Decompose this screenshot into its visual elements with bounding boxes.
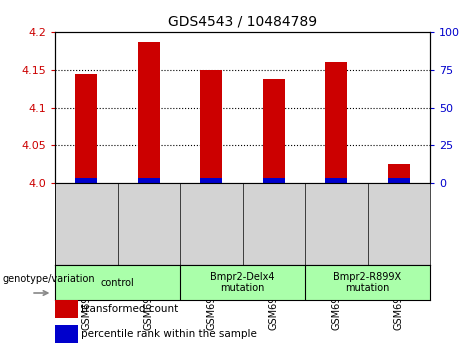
Text: control: control — [100, 278, 134, 287]
Bar — [325, 178, 347, 183]
Bar — [263, 178, 285, 183]
Title: GDS4543 / 10484789: GDS4543 / 10484789 — [168, 14, 317, 28]
Bar — [55, 325, 77, 343]
Text: Bmpr2-Delx4
mutation: Bmpr2-Delx4 mutation — [210, 272, 275, 293]
Bar — [388, 164, 410, 183]
Text: percentile rank within the sample: percentile rank within the sample — [81, 329, 257, 339]
Bar — [138, 42, 160, 183]
Bar — [201, 178, 222, 183]
Bar — [138, 178, 160, 183]
Bar — [201, 70, 222, 183]
Bar — [75, 74, 97, 183]
Bar — [388, 178, 410, 183]
Bar — [55, 300, 77, 318]
Bar — [75, 178, 97, 183]
Bar — [263, 79, 285, 183]
Text: transformed count: transformed count — [81, 304, 178, 314]
Text: genotype/variation: genotype/variation — [2, 274, 95, 284]
Bar — [325, 62, 347, 183]
Text: Bmpr2-R899X
mutation: Bmpr2-R899X mutation — [333, 272, 402, 293]
